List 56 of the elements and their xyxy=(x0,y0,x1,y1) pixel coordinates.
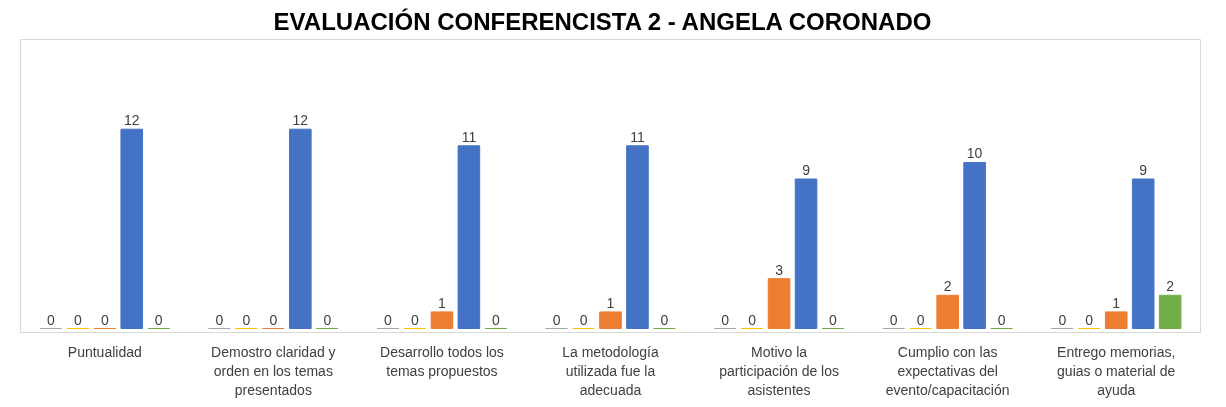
x-tick-label: La metodología utilizada fue la adecuada xyxy=(562,343,659,398)
data-label: 0 xyxy=(1058,311,1067,328)
data-label: 0 xyxy=(916,311,925,328)
data-label: 12 xyxy=(292,112,309,129)
bar xyxy=(120,128,144,330)
data-label: 0 xyxy=(100,311,109,328)
data-label: 0 xyxy=(997,311,1006,328)
data-label: 10 xyxy=(966,145,983,162)
bar xyxy=(1131,178,1155,330)
data-label: 11 xyxy=(461,128,477,145)
bar xyxy=(794,178,818,330)
chart-title: EVALUACIÓN CONFERENCISTA 2 - ANGELA CORONADO xyxy=(273,7,932,35)
data-label: 0 xyxy=(384,311,393,328)
data-label: 0 xyxy=(660,311,669,328)
x-tick-label: Motivo la participación de los asistentes xyxy=(719,343,840,398)
data-label: 2 xyxy=(943,278,952,295)
data-label: 1 xyxy=(606,294,615,311)
x-tick-label: Demostro claridad y orden en los temas presentados xyxy=(211,343,336,398)
data-label: 0 xyxy=(269,311,278,328)
data-label: 12 xyxy=(123,112,140,129)
data-label: 11 xyxy=(630,128,645,145)
data-label: 9 xyxy=(802,162,811,179)
data-label: 0 xyxy=(242,311,251,328)
data-label: 0 xyxy=(721,311,730,328)
bar xyxy=(963,161,986,330)
data-label: 9 xyxy=(1139,162,1148,179)
bar xyxy=(767,278,791,330)
data-label: 0 xyxy=(46,311,55,328)
data-label: 0 xyxy=(73,311,82,328)
data-label: 0 xyxy=(748,311,757,328)
bar xyxy=(936,294,959,330)
data-label: 0 xyxy=(215,311,224,328)
bar xyxy=(599,311,622,330)
data-label: 3 xyxy=(775,261,784,278)
bar xyxy=(1104,311,1128,330)
x-tick-label: Puntualidad xyxy=(67,343,142,360)
data-label: 1 xyxy=(438,294,447,311)
data-label: 0 xyxy=(579,311,588,328)
bar xyxy=(457,145,481,330)
data-label: 0 xyxy=(154,311,163,328)
data-label: 1 xyxy=(1112,294,1121,311)
data-label: 0 xyxy=(491,311,500,328)
data-label: 0 xyxy=(323,311,332,328)
x-tick-label: Entrego memorias, guias o material de ayuda xyxy=(1057,343,1176,398)
data-label: 0 xyxy=(411,311,420,328)
data-label: 0 xyxy=(1085,311,1094,328)
bar xyxy=(1158,294,1182,330)
data-label: 0 xyxy=(829,311,838,328)
bar xyxy=(626,145,649,330)
data-label: 0 xyxy=(552,311,561,328)
x-tick-label: Desarrollo todos los temas propuestos xyxy=(380,343,504,379)
bar xyxy=(289,128,312,330)
bar xyxy=(430,311,454,330)
data-label: 0 xyxy=(889,311,898,328)
data-label: 2 xyxy=(1166,278,1175,295)
x-tick-label: Cumplio con las expectativas del evento/capacitación xyxy=(885,343,1010,398)
